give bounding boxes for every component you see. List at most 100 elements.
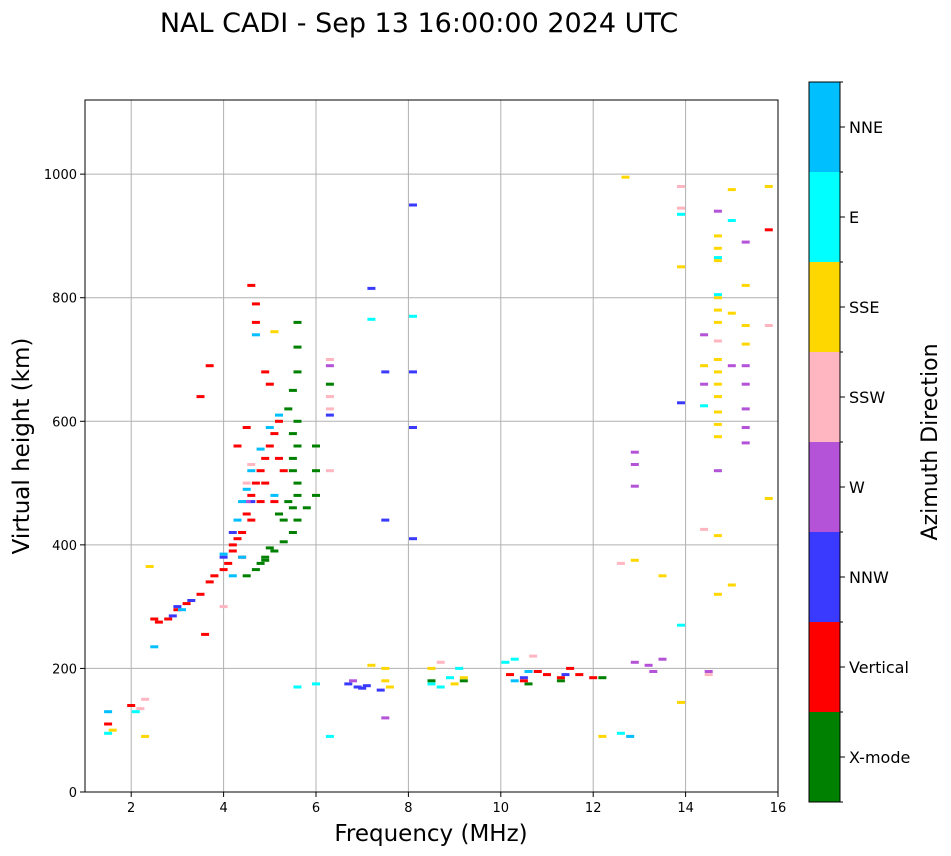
point-e	[367, 317, 376, 321]
colorbar-label-sse: SSE	[849, 298, 879, 317]
point-nnw	[409, 370, 417, 374]
point-e	[293, 685, 302, 689]
point-x-mode	[261, 555, 270, 559]
point-nnw	[409, 203, 417, 207]
colorbar-swatch-ssw	[809, 352, 840, 442]
point-vertical	[543, 673, 551, 677]
point-sse	[727, 583, 736, 587]
point-w	[713, 469, 722, 473]
point-vertical	[247, 283, 256, 287]
colorbar-label-w: W	[849, 478, 865, 497]
point-vertical	[764, 228, 773, 232]
point-sse	[367, 663, 376, 667]
point-x-mode	[312, 444, 320, 448]
point-x-mode	[293, 320, 302, 324]
point-nne	[238, 500, 247, 504]
colorbar-label-vertical: Vertical	[849, 658, 909, 677]
point-x-mode	[293, 345, 302, 349]
point-nne	[510, 679, 519, 683]
point-sse	[713, 592, 722, 596]
point-nnw	[344, 682, 353, 686]
point-x-mode	[251, 568, 260, 572]
point-sse	[658, 574, 667, 578]
point-vertical	[519, 679, 528, 683]
point-x-mode	[279, 540, 288, 544]
point-ssw	[436, 660, 445, 664]
point-sse	[713, 296, 722, 300]
point-vertical	[228, 543, 237, 547]
point-vertical	[224, 561, 233, 565]
colorbar-label-nnw: NNW	[849, 568, 889, 587]
x-axis-ticks: 2 4 6 8 10 12 14 16	[127, 792, 786, 816]
point-w	[741, 441, 750, 445]
point-vertical	[182, 602, 191, 606]
point-nne	[265, 426, 274, 429]
point-vertical	[233, 537, 242, 541]
colorbar-swatch-sse	[809, 262, 840, 352]
point-vertical	[150, 617, 159, 621]
point-w	[242, 500, 251, 504]
point-x-mode	[265, 546, 274, 550]
point-sse	[108, 728, 117, 732]
point-nnw	[409, 426, 417, 429]
point-vertical	[205, 580, 214, 584]
point-e	[510, 657, 519, 661]
point-ssw	[325, 407, 334, 411]
point-x-mode	[261, 558, 270, 562]
point-nnw	[219, 555, 228, 559]
x-axis-label: Frequency (MHz)	[334, 821, 527, 847]
point-ssw	[136, 707, 145, 711]
point-vertical	[251, 302, 260, 306]
point-e	[727, 219, 736, 222]
point-nnw	[187, 599, 196, 602]
point-w	[741, 407, 750, 411]
point-ssw	[242, 481, 251, 485]
point-sse	[727, 311, 736, 315]
point-x-mode	[279, 518, 288, 522]
colorbar-swatch-x-mode	[809, 712, 840, 802]
point-vertical	[270, 432, 279, 436]
colorbar-swatch-nne	[809, 82, 840, 172]
point-nne	[524, 670, 533, 673]
colorbar-label-x-mode: X-mode	[849, 748, 910, 767]
point-sse	[677, 700, 685, 704]
point-sse	[270, 330, 279, 334]
point-sse	[741, 324, 750, 327]
point-vertical	[238, 531, 247, 534]
point-x-mode	[242, 574, 251, 578]
point-nnw	[358, 686, 367, 690]
point-e	[455, 666, 464, 670]
point-e	[677, 212, 685, 216]
x-tick-label: 12	[585, 801, 602, 816]
point-x-mode	[288, 388, 297, 392]
point-vertical	[251, 481, 260, 485]
point-w	[381, 716, 390, 720]
point-sse	[713, 358, 722, 361]
point-ssw	[325, 358, 334, 361]
plot-frame	[84, 99, 779, 793]
point-vertical	[265, 382, 274, 386]
point-sse	[621, 175, 630, 179]
point-x-mode	[275, 512, 283, 516]
point-x-mode	[284, 500, 293, 504]
point-ssw	[219, 605, 228, 609]
point-vertical	[210, 574, 219, 578]
point-vertical	[233, 444, 242, 448]
point-sse	[598, 734, 607, 738]
point-w	[630, 463, 639, 466]
point-nnw	[247, 500, 256, 504]
colorbar-swatch-vertical	[809, 622, 840, 712]
point-vertical	[556, 676, 565, 680]
point-e	[713, 256, 722, 260]
point-e	[713, 293, 722, 297]
point-nne	[150, 645, 159, 649]
point-x-mode	[293, 518, 302, 522]
y-tick-label: 200	[52, 662, 77, 677]
point-sse	[764, 497, 773, 500]
point-ssw	[247, 463, 256, 466]
point-sse	[713, 534, 722, 538]
point-x-mode	[293, 481, 302, 485]
x-tick-label: 6	[312, 801, 320, 816]
point-sse	[450, 682, 459, 686]
